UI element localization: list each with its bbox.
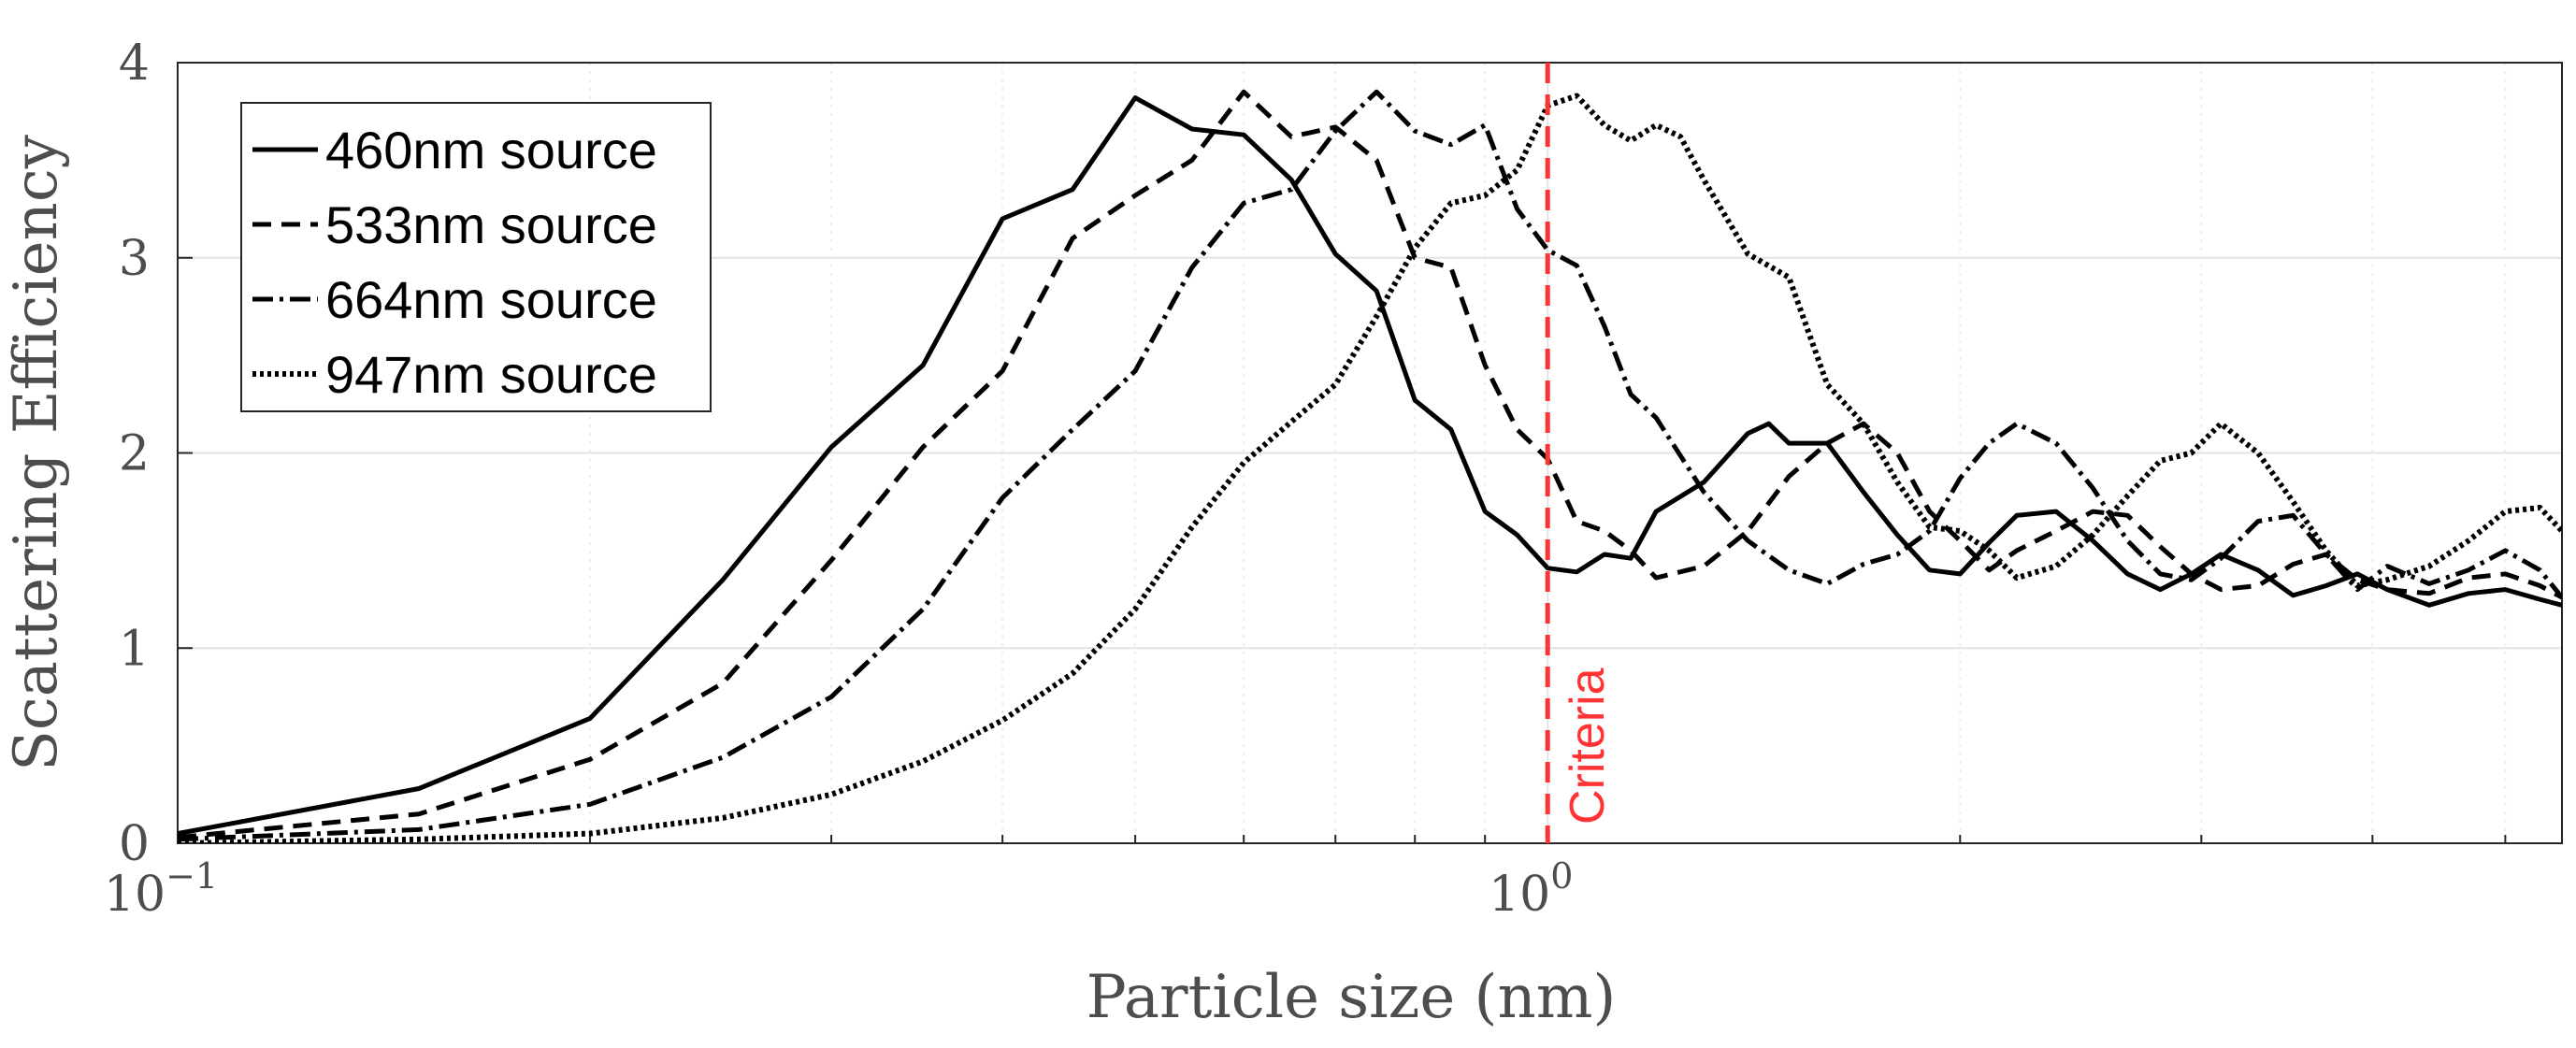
legend: 460nm source 533nm source 664nm source 947n… [240,102,712,412]
legend-box [240,102,712,412]
ticks: 0 1 2 3 4 10−1 100 [104,36,2507,923]
y-tick-label: 3 [119,231,150,287]
legend-label-1: 460nm source [325,121,657,179]
y-axis-title: Scattering Efficiency [2,135,71,771]
series-line-2 [178,89,2562,840]
y-tick-label: 4 [119,36,150,92]
x-tick-label: 100 [1489,855,1573,923]
series-line-1 [178,95,2562,837]
y-tick-label: 0 [119,816,150,872]
x-tick-label: 10−1 [104,855,218,923]
series-line-3 [178,89,2562,842]
series-layer [178,89,2562,843]
series-line-4 [178,93,2562,843]
legend-label-2: 533nm source [325,195,657,254]
legend-label-3: 664nm source [325,270,657,329]
criteria-label: Criteria [1561,668,1615,825]
y-tick-label: 1 [119,621,150,677]
y-tick-label: 2 [119,426,150,482]
legend-label-4: 947nm source [325,345,657,404]
x-axis-title: Particle size (nm) [1087,963,1617,1032]
annotation-layer: Criteria [1545,63,1615,843]
